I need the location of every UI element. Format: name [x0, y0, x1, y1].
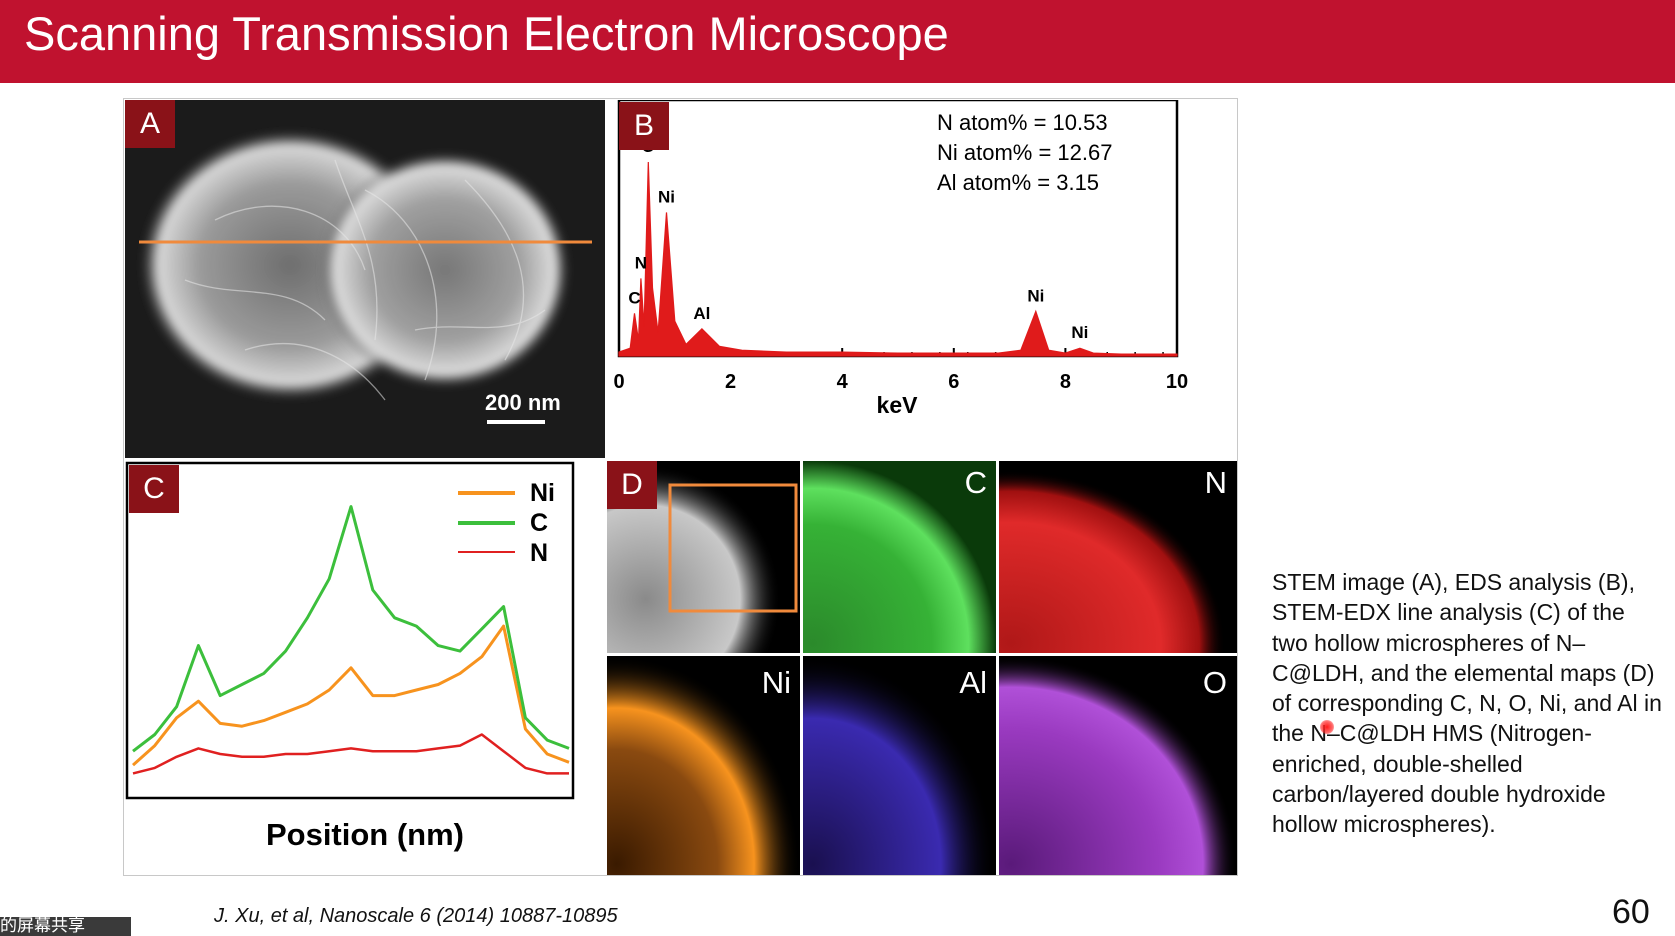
eds-stat-n: N atom% = 10.53	[937, 110, 1108, 135]
map-label-al: Al	[959, 665, 987, 700]
eds-x-tick-label: 8	[1060, 371, 1071, 393]
line-analysis-chart: Ni C N Position (nm)	[125, 461, 575, 852]
hollow-sphere-right	[320, 152, 570, 388]
line-plot-frame	[125, 461, 575, 800]
eds-x-tick-label: 4	[837, 371, 849, 393]
eds-x-tick-label: 10	[1166, 371, 1188, 393]
screen-share-badge[interactable]: 的屏幕共享	[0, 917, 131, 936]
series-line-c	[132, 505, 570, 753]
figure-caption: STEM image (A), EDS analysis (B), STEM-E…	[1272, 569, 1662, 838]
elemental-maps: C N Ni Al O	[607, 461, 1237, 875]
map-label-o: O	[1203, 665, 1227, 700]
stem-image: 200 nm	[125, 100, 605, 458]
title-bar: Scanning Transmission Electron Microscop…	[0, 0, 1675, 83]
map-label-c: C	[965, 465, 987, 500]
eds-peak-label: Al	[693, 304, 710, 323]
eds-peak-label: Ni	[1071, 323, 1088, 342]
laser-pointer-dot	[1320, 720, 1334, 734]
line-legend: Ni C N	[458, 479, 555, 567]
eds-stat-al: Al atom% = 3.15	[937, 170, 1099, 195]
panel-label-c: C	[129, 465, 179, 513]
map-ni	[607, 656, 800, 875]
eds-x-axis-label: keV	[877, 392, 919, 418]
eds-peak-label: C	[628, 288, 640, 307]
eds-spectrum-line	[618, 161, 1178, 357]
panel-label-d: D	[607, 461, 657, 509]
eds-x-tick-label: 2	[725, 371, 736, 393]
series-line-n	[132, 733, 569, 775]
map-al	[803, 656, 996, 875]
map-region-box	[668, 483, 798, 613]
legend-label-c: C	[530, 509, 548, 537]
legend-label-ni: Ni	[530, 479, 555, 507]
panel-label-a: A	[125, 100, 175, 148]
scale-bar-label: 200 nm	[485, 390, 561, 415]
panel-a-stem-image: 200 nm A	[125, 100, 605, 458]
eds-stat-ni: Ni atom% = 12.67	[937, 140, 1112, 165]
eds-peak-label: Ni	[1027, 286, 1044, 305]
eds-x-tick-label: 0	[613, 371, 624, 393]
series-line-ni	[131, 624, 570, 767]
citation: J. Xu, et al, Nanoscale 6 (2014) 10887-1…	[214, 905, 618, 927]
panel-d-elemental-maps: C N Ni Al O D	[607, 461, 1237, 875]
line-x-axis-label: Position (nm)	[266, 817, 464, 852]
map-label-ni: Ni	[762, 665, 791, 700]
map-o	[999, 656, 1237, 875]
slide-title: Scanning Transmission Electron Microscop…	[24, 7, 949, 60]
map-label-n: N	[1205, 465, 1227, 500]
panel-c-line-analysis: Ni C N Position (nm) C	[125, 461, 605, 875]
map-c	[803, 461, 996, 653]
eds-peak-label: Ni	[658, 187, 675, 206]
eds-x-tick-label: 6	[948, 371, 959, 393]
panel-label-b: B	[619, 102, 669, 150]
legend-label-n: N	[530, 539, 548, 567]
eds-peak-label: N	[635, 253, 647, 272]
page-number: 60	[1612, 893, 1650, 931]
map-n	[999, 461, 1237, 653]
